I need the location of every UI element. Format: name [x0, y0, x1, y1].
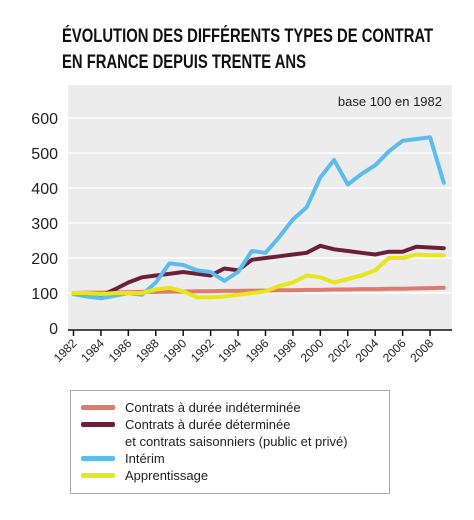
x-tick-label: 1988 [133, 336, 162, 365]
legend-entry: Apprentissage [81, 467, 379, 484]
annotation: base 100 en 1982 [338, 94, 442, 109]
x-tick-label: 1994 [215, 336, 244, 365]
x-tick-label: 2004 [353, 336, 382, 365]
legend-label: Contrats à durée indéterminée [125, 400, 301, 415]
y-tick-label: 200 [31, 251, 58, 268]
series-line [71, 252, 446, 300]
legend-label: Contrats à durée déterminée et contrats … [125, 417, 348, 449]
x-tick-label: 1996 [243, 336, 272, 365]
legend-swatch [81, 405, 115, 410]
legend-entry: Contrats à durée déterminée et contrats … [81, 416, 379, 450]
y-tick-label: 0 [49, 321, 58, 338]
legend-entry: Contrats à durée indéterminée [81, 399, 379, 416]
legend: Contrats à durée indéterminée Contrats à … [70, 390, 390, 494]
series-line [71, 243, 446, 298]
y-tick-label: 100 [31, 286, 58, 303]
legend-label: Apprentissage [125, 468, 209, 483]
title-line: EN FRANCE DEPUIS TRENTE ANS [62, 52, 307, 73]
legend-swatch [81, 422, 115, 427]
x-tick-label: 1986 [106, 336, 135, 365]
x-tick-label: 1990 [161, 336, 190, 365]
legend-label: Intérim [125, 451, 165, 466]
x-tick-label: 1982 [51, 336, 80, 365]
x-tick-label: 1998 [270, 336, 299, 365]
legend-swatch [81, 473, 115, 478]
title-line: ÉVOLUTION DES DIFFÉRENTS TYPES DE CONTRA… [62, 26, 434, 47]
legend-swatch [81, 456, 115, 461]
x-tick-label: 1984 [78, 336, 107, 365]
x-tick-label: 2000 [298, 336, 327, 365]
y-tick-label: 600 [31, 111, 58, 128]
x-tick-label: 2002 [325, 336, 354, 365]
y-tick-label: 300 [31, 216, 58, 233]
x-tick-label: 1992 [188, 336, 217, 365]
chart: base 100 en 1982 0 100 200 300 400 500 600 1982… [31, 85, 452, 365]
title: ÉVOLUTION DES DIFFÉRENTS TYPES DE CONTRA… [62, 24, 433, 76]
y-tick-label: 400 [31, 181, 58, 198]
y-tick-label: 500 [31, 146, 58, 163]
x-tick-label: 2008 [407, 336, 436, 365]
legend-entry: Intérim [81, 450, 379, 467]
x-tick-label: 2006 [380, 336, 409, 365]
